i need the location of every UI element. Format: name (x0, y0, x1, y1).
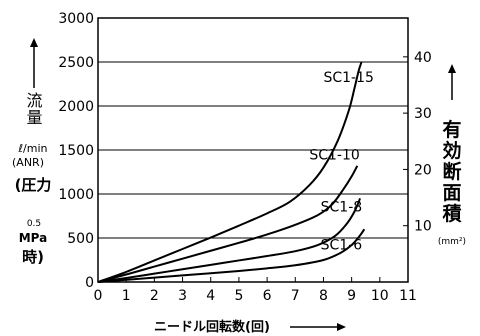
y-right-unit: (mm²) (438, 237, 466, 247)
x-tick-label: 11 (399, 288, 417, 304)
y-left-tick-label: 1000 (58, 187, 94, 203)
y-left-tick-label: 2500 (58, 55, 94, 71)
y-left-condition-value: 0.5 (27, 219, 41, 229)
x-tick-label: 2 (150, 288, 159, 304)
y-left-label-1: 流量 (24, 92, 43, 126)
y-left-condition-close: 時) (22, 248, 44, 266)
y-right-up-arrow-icon (448, 64, 456, 100)
x-tick-label: 3 (178, 288, 187, 304)
x-tick-label: 8 (319, 288, 328, 304)
x-tick-label: 5 (234, 288, 243, 304)
y-right-tick-label: 40 (414, 50, 432, 66)
x-axis-label: ニードル回転数(回) (154, 319, 270, 335)
y-left-tick-label: 2000 (58, 99, 94, 115)
series-label: SC1-6 (321, 237, 363, 253)
series-label: SC1-15 (323, 70, 373, 86)
y-left-up-arrow-icon (30, 38, 38, 88)
x-tick-label: 0 (94, 288, 103, 304)
y-right-label-char: 面 (442, 182, 461, 204)
x-tick-label: 4 (206, 288, 215, 304)
y-left-unit-sub: (ANR) (12, 156, 44, 169)
y-right-label-char: 断 (442, 160, 461, 183)
x-axis-right-arrow-icon (290, 323, 346, 331)
y-left-tick-label: 0 (85, 275, 94, 291)
y-left-tick-label: 500 (67, 231, 94, 247)
series-label: SC1-10 (309, 148, 359, 164)
x-tick-label: 1 (122, 288, 131, 304)
y-right-label-char: 積 (442, 202, 461, 225)
series-line (97, 165, 359, 283)
y-right-tick-label: 10 (414, 219, 432, 235)
series-line (97, 228, 366, 283)
y-left-condition-unit: MPa (19, 231, 48, 245)
y-left-tick-label: 3000 (58, 11, 94, 27)
y-right-label-char: 有 (442, 118, 461, 141)
y-right-tick-label: 30 (414, 106, 432, 122)
y-left-tick-label: 1500 (58, 143, 94, 159)
series-label: SC1-8 (321, 200, 363, 216)
x-tick-label: 7 (291, 288, 300, 304)
y-left-condition-open: (圧力 (15, 176, 52, 194)
y-right-label-char: 効 (442, 139, 461, 162)
y-left-unit: ℓ/min (18, 142, 48, 155)
x-tick-label: 10 (371, 288, 389, 304)
plot-area: 0 500 1000 1500 2000 2500 3000 10 20 30 40 0 1 2 3 4 5 6 7… (58, 11, 431, 304)
x-tick-label: 6 (263, 288, 272, 304)
x-tick-label: 9 (347, 288, 356, 304)
series-line (97, 61, 363, 283)
series-line (97, 198, 362, 283)
y-right-tick-label: 20 (414, 162, 432, 178)
